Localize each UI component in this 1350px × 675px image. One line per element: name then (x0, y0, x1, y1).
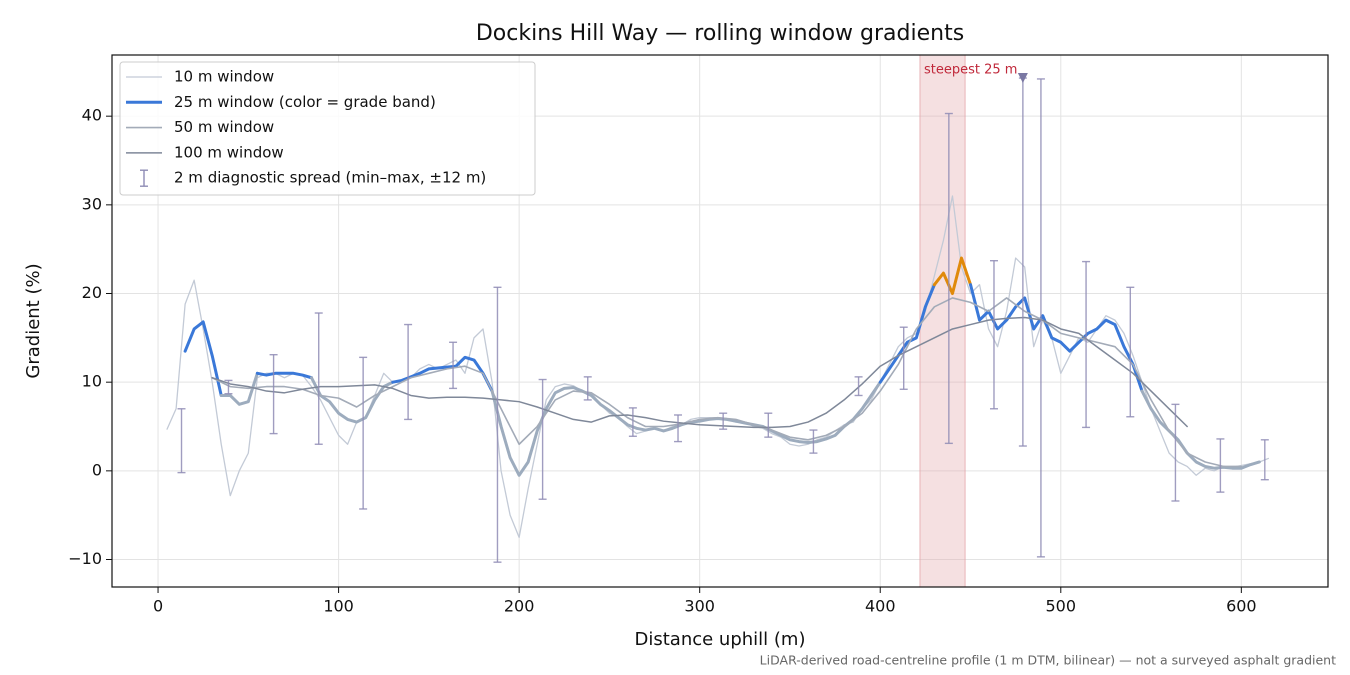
y-tick-label: 0 (92, 460, 102, 479)
x-tick-label: 600 (1226, 597, 1257, 616)
chart-title: Dockins Hill Way — rolling window gradie… (476, 21, 964, 46)
line-25m-band (183, 320, 223, 397)
legend-label: 10 m window (174, 68, 274, 86)
y-axis-label: Gradient (%) (23, 263, 44, 378)
line-25m-band (969, 283, 1144, 393)
line-25m-band (255, 371, 314, 380)
line-25m-band (219, 371, 259, 406)
legend-box (119, 61, 536, 196)
steepest-marker (1017, 73, 1028, 84)
y-tick-label: 10 (82, 372, 102, 391)
x-tick-label: 100 (323, 597, 354, 616)
y-tick-label: 20 (82, 283, 102, 302)
line-25m-band (1140, 389, 1261, 470)
legend-label: 50 m window (174, 118, 274, 136)
legend-label: 25 m window (color = grade band) (174, 93, 436, 111)
line-25m-band (932, 256, 973, 296)
line-series (211, 297, 1243, 468)
line-series (211, 316, 1188, 429)
legend-label: 2 m diagnostic spread (min–max, ±12 m) (174, 169, 486, 187)
footnote: LiDAR-derived road-centreline profile (1… (760, 653, 1336, 668)
steepest-span (919, 54, 966, 588)
x-tick-label: 300 (684, 597, 715, 616)
x-tick-label: 0 (153, 597, 163, 616)
plot-frame (111, 54, 1329, 588)
y-tick-label: 40 (82, 106, 102, 125)
line-25m-band (878, 283, 936, 384)
x-tick-label: 400 (865, 597, 896, 616)
legend: 10 m window 25 m window (color = grade ba… (119, 61, 536, 196)
legend-label: 100 m window (174, 143, 284, 161)
y-tick-label: 30 (82, 194, 102, 213)
line-25m-band (391, 355, 494, 393)
x-tick-label: 200 (504, 597, 535, 616)
annotation-text: steepest 25 m (924, 63, 1017, 78)
x-tick-label: 500 (1046, 597, 1077, 616)
x-axis-label: Distance uphill (m) (635, 629, 806, 650)
y-tick-label: −10 (68, 549, 102, 568)
